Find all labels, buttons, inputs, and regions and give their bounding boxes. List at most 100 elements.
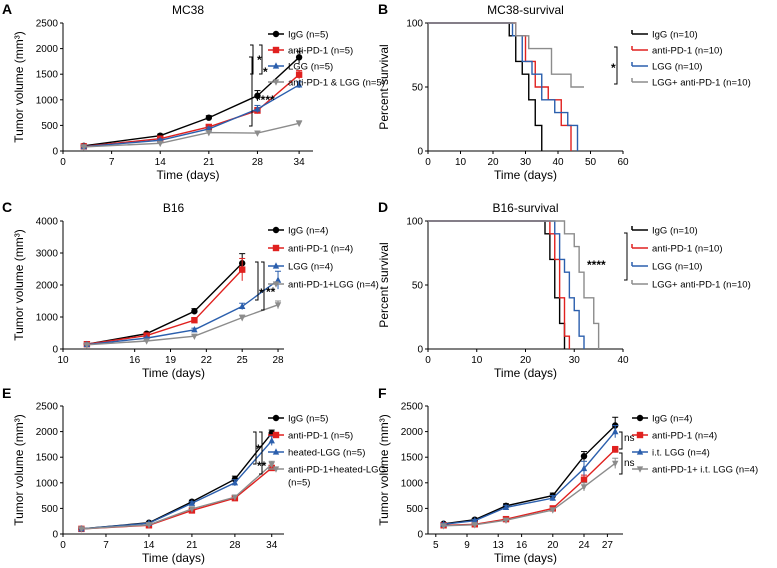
- x-tick-label: 40: [552, 157, 564, 168]
- legend-marker: [272, 226, 280, 234]
- data-point: [254, 105, 261, 112]
- legend-item: anti-PD-1 (n=5): [268, 431, 353, 442]
- x-tick-label: 14: [155, 157, 167, 168]
- legend-label: anti-PD-1+LGG (n=4): [288, 280, 379, 291]
- legend-item: anti-PD-1+LGG (n=4): [268, 280, 379, 291]
- significance-bracket: [249, 56, 253, 127]
- legend-marker: [272, 244, 280, 252]
- legend-marker: [272, 30, 280, 38]
- series-1: [428, 220, 571, 349]
- x-tick-label: 16: [516, 540, 528, 551]
- data-point: [78, 526, 85, 533]
- data-point: [205, 129, 213, 137]
- y-tick-label: 1000: [401, 478, 424, 489]
- x-tick-label: 0: [425, 157, 431, 168]
- data-point: [191, 333, 198, 340]
- x-tick-label: 0: [60, 540, 66, 551]
- x-tick-label: 21: [186, 540, 198, 551]
- series-line: [81, 467, 273, 530]
- data-point: [274, 302, 282, 309]
- data-point: [580, 476, 588, 483]
- series-line: [443, 462, 616, 527]
- panel-C: C B16 0 1000 2000 3000 4000 10 16 19 22 25 28 Time (d…: [2, 199, 379, 380]
- legend-marker: [272, 431, 280, 439]
- significance-label: *: [259, 286, 264, 300]
- survival-line: [428, 220, 571, 349]
- x-axis-label: Time (days): [157, 168, 220, 182]
- data-point: [145, 522, 153, 529]
- y-tick-label: 2500: [401, 402, 424, 413]
- series-0: [428, 220, 566, 349]
- legend-item: LGG+ anti-PD-1 (n=10): [631, 78, 751, 89]
- series-0: [83, 253, 246, 348]
- x-tick-label: 16: [129, 355, 141, 366]
- series-line: [443, 449, 616, 526]
- legend-label: anti-PD-1 (n=4): [652, 431, 717, 442]
- series-2: [83, 270, 282, 348]
- data-point: [502, 503, 510, 510]
- legend-label: anti-PD-1+ i.t. LGG (n=4): [652, 465, 758, 476]
- panel-letter: A: [2, 1, 12, 17]
- series-line: [86, 279, 279, 346]
- x-tick-label: 30: [520, 157, 532, 168]
- legend-label: IgG (n=4): [288, 226, 328, 237]
- series-2: [428, 22, 579, 151]
- y-tick-label: 0: [417, 530, 423, 541]
- y-tick-label: 0: [417, 345, 423, 356]
- data-point: [191, 317, 198, 324]
- legend-item: anti-PD-1 (n=4): [632, 431, 717, 442]
- data-point: [191, 308, 198, 315]
- data-point: [580, 484, 588, 491]
- y-tick-label: 2500: [36, 402, 59, 413]
- data-point: [612, 460, 619, 468]
- survival-line: [428, 22, 543, 151]
- legend-label: anti-PD-1 (n=5): [288, 46, 353, 57]
- y-axis-label: Percent survival: [377, 44, 391, 129]
- y-tick-label: 3000: [36, 249, 59, 260]
- legend-item: anti-PD-1 (n=5): [268, 46, 353, 57]
- survival-line: [428, 220, 600, 349]
- panel-letter: E: [2, 385, 11, 401]
- data-point: [549, 507, 556, 514]
- x-tick-label: 0: [425, 355, 431, 366]
- series-line: [443, 431, 616, 525]
- legend-marker: [272, 46, 280, 54]
- significance-label: *: [256, 442, 261, 456]
- x-tick-label: 28: [229, 540, 241, 551]
- legend-label: IgG (n=5): [288, 30, 328, 41]
- series-line: [86, 269, 243, 345]
- panel-D: D B16-survival 0 50 100 0 10 20 30 40 Time (days) P…: [377, 199, 751, 380]
- chart-title: B16-survival: [492, 201, 558, 215]
- series-line: [443, 424, 616, 525]
- panel-F: F 0 500 1000 1500 2000 2500 5 9 13 16 20 24 27 Time (d…: [377, 385, 758, 565]
- legend-item: LGG+ anti-PD-1 (n=10): [631, 280, 751, 291]
- data-point: [254, 92, 261, 99]
- legend-item: anti-PD-1 (n=4): [268, 244, 353, 255]
- legend-label: anti-PD-1 (n=10): [652, 244, 723, 255]
- y-tick-label: 500: [41, 504, 58, 515]
- series-2: [428, 220, 585, 349]
- data-point: [205, 114, 213, 121]
- x-tick-label: 24: [578, 540, 590, 551]
- x-tick-label: 50: [585, 157, 597, 168]
- legend-label: anti-PD-1 (n=4): [288, 244, 353, 255]
- legend-item: IgG (n=10): [631, 226, 698, 237]
- panel-letter: F: [378, 385, 387, 401]
- series-line: [86, 262, 243, 345]
- x-tick-label: 25: [237, 355, 249, 366]
- significance-bracket: [619, 452, 623, 475]
- panel-letter: D: [378, 199, 388, 215]
- survival-line: [428, 22, 572, 151]
- survival-line: [428, 220, 566, 349]
- significance-bracket: [619, 431, 623, 450]
- legend-item: IgG (n=4): [268, 226, 328, 237]
- data-point: [143, 338, 150, 345]
- y-tick-label: 1000: [36, 95, 59, 106]
- series-1: [83, 257, 246, 348]
- x-tick-label: 34: [266, 540, 278, 551]
- data-point: [238, 315, 246, 322]
- x-tick-label: 19: [165, 355, 177, 366]
- significance-label: *: [263, 65, 268, 79]
- chart-title: MC38-survival: [487, 3, 564, 17]
